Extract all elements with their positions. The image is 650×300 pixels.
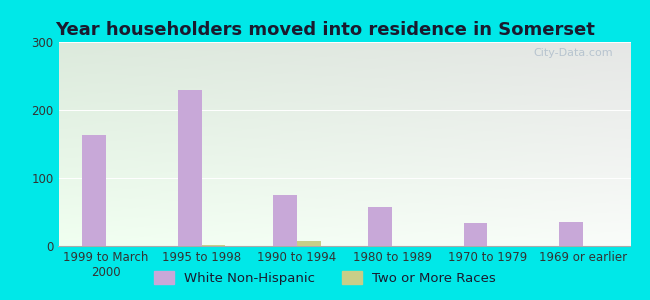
Text: Year householders moved into residence in Somerset: Year householders moved into residence i… xyxy=(55,21,595,39)
Bar xyxy=(83,135,106,246)
Bar xyxy=(369,207,392,246)
Bar xyxy=(202,244,226,246)
Bar xyxy=(559,221,583,246)
Text: City-Data.com: City-Data.com xyxy=(534,48,614,58)
Bar xyxy=(463,223,488,246)
Bar xyxy=(177,90,202,246)
Bar xyxy=(273,195,297,246)
Legend: White Non-Hispanic, Two or More Races: White Non-Hispanic, Two or More Races xyxy=(149,266,501,290)
Bar xyxy=(297,241,320,246)
